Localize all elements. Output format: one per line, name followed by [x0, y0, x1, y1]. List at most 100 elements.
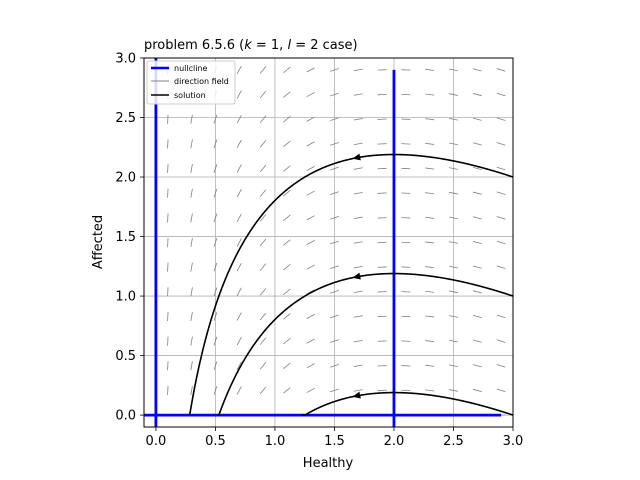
direction-segment — [236, 139, 242, 149]
direction-segment — [213, 361, 218, 371]
direction-segment — [330, 290, 339, 294]
solutions — [188, 153, 513, 416]
title-l-var: l — [287, 38, 291, 53]
solution-curve — [217, 272, 513, 416]
direction-segment — [283, 66, 291, 74]
x-tick-label: 1.0 — [265, 434, 286, 449]
y-tick-label: 0.5 — [115, 349, 136, 364]
plot-frame — [143, 57, 514, 428]
direction-segment — [330, 339, 339, 343]
x-tick-label: 2.0 — [384, 434, 405, 449]
direction-segment — [448, 339, 458, 343]
direction-segment — [283, 239, 291, 246]
direction-segment — [190, 188, 193, 198]
direction-segment — [330, 68, 339, 72]
direction-segment — [283, 313, 291, 320]
direction-segment — [353, 241, 363, 244]
direction-segment — [448, 167, 458, 170]
direction-segment — [425, 389, 435, 392]
direction-segment — [330, 166, 339, 171]
direction-segment — [236, 336, 242, 346]
direction-segment — [425, 290, 435, 293]
direction-segment — [448, 364, 458, 368]
direction-segment — [259, 66, 267, 74]
direction-segment — [472, 167, 482, 171]
direction-segment — [353, 142, 363, 146]
direction-segment — [425, 167, 435, 170]
x-axis-label: Healthy — [303, 456, 354, 471]
direction-segment — [213, 386, 218, 395]
direction-segment — [330, 117, 339, 122]
direction-segment — [283, 116, 291, 123]
direction-segment — [283, 140, 291, 148]
direction-segment — [425, 364, 435, 367]
direction-segment — [472, 364, 482, 368]
title-prefix: problem 6.5.6 ( — [144, 38, 244, 53]
direction-segment — [496, 388, 506, 393]
direction-segment — [425, 118, 435, 121]
legend-label-solution: solution — [174, 91, 206, 100]
direction-segment — [190, 336, 193, 346]
direction-segment — [472, 339, 482, 343]
direction-segment — [213, 188, 218, 198]
direction-segment — [330, 314, 339, 319]
direction-segment — [472, 265, 482, 269]
y-tick-label: 3.0 — [115, 52, 136, 67]
direction-segment — [496, 314, 506, 319]
direction-segment — [190, 114, 193, 124]
direction-segment — [472, 314, 482, 318]
direction-segment — [236, 65, 242, 75]
direction-segment — [306, 264, 315, 270]
x-tick-label: 0.0 — [146, 434, 167, 449]
direction-segment — [283, 362, 291, 369]
y-tick-label: 1.0 — [115, 290, 136, 305]
direction-segment — [353, 364, 363, 367]
direction-segment — [259, 386, 267, 395]
direction-segment — [259, 238, 267, 247]
direction-segment — [496, 339, 506, 343]
direction-segment — [306, 190, 315, 196]
direction-segment — [353, 315, 363, 318]
plot-background — [144, 58, 513, 427]
direction-segment — [496, 166, 506, 171]
direction-segment — [259, 189, 267, 197]
solution-curve — [301, 391, 513, 416]
x-tick-label: 3.0 — [503, 434, 524, 449]
direction-segment — [448, 315, 458, 318]
direction-segment — [496, 117, 506, 121]
direction-segment — [213, 312, 218, 321]
direction-segment — [306, 166, 315, 172]
direction-segment — [306, 313, 315, 319]
direction-segment — [472, 68, 482, 72]
direction-segment — [425, 340, 435, 343]
direction-segment — [259, 263, 267, 271]
direction-segment — [472, 93, 482, 97]
direction-segment — [259, 214, 267, 222]
solution-arrow — [352, 272, 361, 280]
direction-segment — [306, 116, 315, 122]
direction-segment — [472, 117, 482, 121]
y-tick-label: 0.0 — [115, 409, 136, 424]
direction-segment — [472, 240, 482, 245]
direction-segment — [425, 142, 435, 145]
direction-segment — [259, 164, 267, 173]
direction-segment — [472, 216, 482, 220]
legend-label-nullcline: nullcline — [174, 64, 208, 73]
direction-segment — [496, 364, 506, 368]
direction-segment — [306, 338, 315, 344]
direction-segment — [448, 265, 458, 269]
direction-segment — [236, 213, 242, 222]
direction-segment — [496, 265, 506, 269]
direction-segment — [236, 287, 242, 296]
direction-segment — [448, 290, 458, 294]
direction-segment — [425, 93, 435, 96]
direction-segment — [213, 139, 218, 149]
solution-curve — [188, 153, 513, 416]
direction-segment — [425, 315, 435, 318]
direction-segment — [353, 389, 363, 392]
direction-segment — [213, 213, 218, 223]
direction-segment — [306, 141, 315, 147]
direction-segment — [236, 189, 242, 198]
direction-segment — [425, 192, 435, 195]
solution-arrow — [352, 153, 361, 161]
